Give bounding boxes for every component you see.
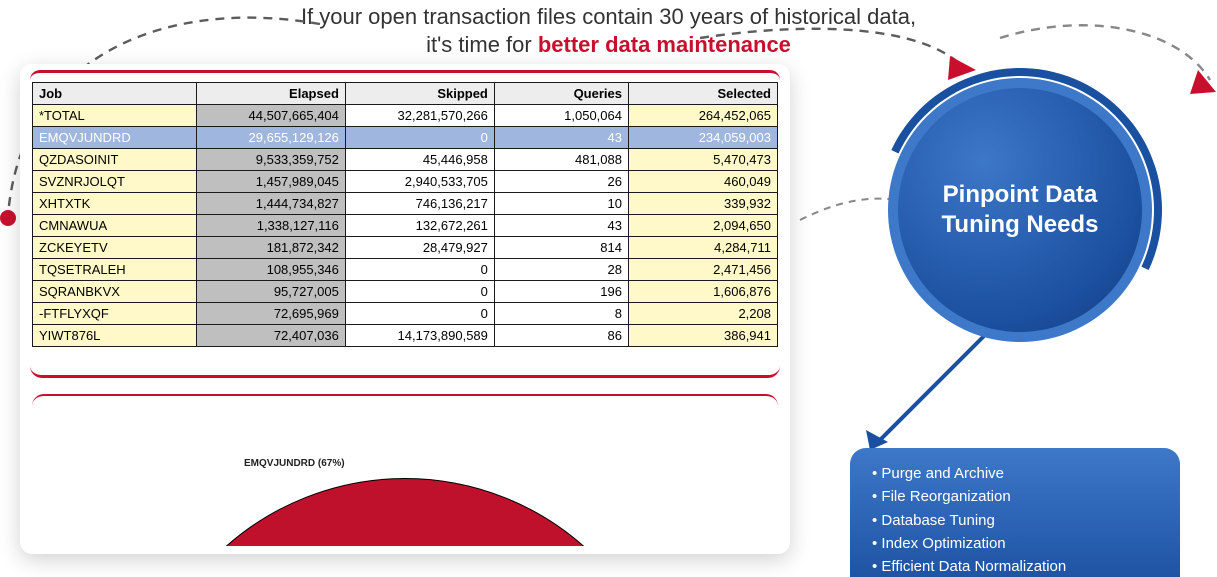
cell-job: CMNAWUA (33, 215, 197, 237)
list-item: Database Tuning (872, 509, 1158, 532)
col-job: Job (33, 83, 197, 105)
table-row[interactable]: -FTFLYXQF72,695,969082,208 (33, 303, 778, 325)
cell-queries: 43 (494, 127, 628, 149)
col-selected: Selected (628, 83, 777, 105)
cell-skipped: 32,281,570,266 (345, 105, 494, 127)
cell-job: -FTFLYXQF (33, 303, 197, 325)
table-row[interactable]: *TOTAL44,507,665,40432,281,570,2661,050,… (33, 105, 778, 127)
table-header-row: Job Elapsed Skipped Queries Selected (33, 83, 778, 105)
cell-elapsed: 1,338,127,116 (196, 215, 345, 237)
cell-selected: 2,208 (628, 303, 777, 325)
cell-skipped: 132,672,261 (345, 215, 494, 237)
cell-job: EMQVJUNDRD (33, 127, 197, 149)
cell-queries: 86 (494, 325, 628, 347)
cell-selected: 2,094,650 (628, 215, 777, 237)
table-row[interactable]: SQRANBKVX95,727,00501961,606,876 (33, 281, 778, 303)
table-row[interactable]: TQSETRALEH108,955,3460282,471,456 (33, 259, 778, 281)
cell-selected: 4,284,711 (628, 237, 777, 259)
cell-job: SQRANBKVX (33, 281, 197, 303)
card-accent-mid (30, 364, 780, 378)
cell-queries: 43 (494, 215, 628, 237)
data-card: Job Elapsed Skipped Queries Selected *TO… (20, 64, 790, 554)
cell-elapsed: 1,457,989,045 (196, 171, 345, 193)
cell-selected: 264,452,065 (628, 105, 777, 127)
job-table-wrap: Job Elapsed Skipped Queries Selected *TO… (32, 82, 778, 347)
cell-queries: 1,050,064 (494, 105, 628, 127)
cell-queries: 8 (494, 303, 628, 325)
cell-queries: 26 (494, 171, 628, 193)
disc-inner: Pinpoint Data Tuning Needs (898, 88, 1142, 332)
table-row[interactable]: EMQVJUNDRD29,655,129,126043234,059,003 (33, 127, 778, 149)
headline-line2: it's time for better data maintenance (0, 32, 1217, 58)
list-item: Index Optimization (872, 532, 1158, 555)
cell-skipped: 0 (345, 259, 494, 281)
disc-title-line1: Pinpoint Data (943, 181, 1098, 208)
col-skipped: Skipped (345, 83, 494, 105)
cell-selected: 386,941 (628, 325, 777, 347)
cell-queries: 10 (494, 193, 628, 215)
cell-selected: 339,932 (628, 193, 777, 215)
cell-elapsed: 181,872,342 (196, 237, 345, 259)
cell-skipped: 746,136,217 (345, 193, 494, 215)
headline-line2-prefix: it's time for (426, 32, 538, 57)
arrow-head-icon (1190, 70, 1216, 94)
cell-job: SVZNRJOLQT (33, 171, 197, 193)
cell-skipped: 45,446,958 (345, 149, 494, 171)
card-accent-top (30, 70, 780, 80)
table-row[interactable]: ZCKEYETV181,872,34228,479,9278144,284,71… (33, 237, 778, 259)
job-table: Job Elapsed Skipped Queries Selected *TO… (32, 82, 778, 347)
cell-selected: 234,059,003 (628, 127, 777, 149)
cell-skipped: 2,940,533,705 (345, 171, 494, 193)
cell-job: QZDASOINIT (33, 149, 197, 171)
cell-job: *TOTAL (33, 105, 197, 127)
cell-queries: 481,088 (494, 149, 628, 171)
pie-chart: EMQVJUNDRD (67%) (32, 394, 778, 546)
headline-line2-em: better data maintenance (538, 32, 791, 57)
table-row[interactable]: XHTXTK1,444,734,827746,136,21710339,932 (33, 193, 778, 215)
decor-dot (0, 210, 16, 226)
disc-title: Pinpoint Data Tuning Needs (922, 180, 1119, 240)
cell-elapsed: 72,695,969 (196, 303, 345, 325)
col-queries: Queries (494, 83, 628, 105)
cell-selected: 1,606,876 (628, 281, 777, 303)
list-item: Purge and Archive (872, 462, 1158, 485)
pie-slice (135, 478, 675, 546)
cell-queries: 196 (494, 281, 628, 303)
list-item: File Reorganization (872, 485, 1158, 508)
cell-selected: 5,470,473 (628, 149, 777, 171)
disc-title-line2: Tuning Needs (942, 211, 1099, 238)
cell-selected: 2,471,456 (628, 259, 777, 281)
cell-skipped: 0 (345, 303, 494, 325)
cell-skipped: 0 (345, 127, 494, 149)
cell-elapsed: 72,407,036 (196, 325, 345, 347)
cell-queries: 814 (494, 237, 628, 259)
cell-job: XHTXTK (33, 193, 197, 215)
cell-selected: 460,049 (628, 171, 777, 193)
cell-elapsed: 108,955,346 (196, 259, 345, 281)
table-row[interactable]: SVZNRJOLQT1,457,989,0452,940,533,7052646… (33, 171, 778, 193)
cell-job: ZCKEYETV (33, 237, 197, 259)
cell-elapsed: 1,444,734,827 (196, 193, 345, 215)
cell-job: TQSETRALEH (33, 259, 197, 281)
tuning-needs-list: Purge and ArchiveFile ReorganizationData… (850, 448, 1180, 577)
table-row[interactable]: QZDASOINIT9,533,359,75245,446,958481,088… (33, 149, 778, 171)
callout-disc: Pinpoint Data Tuning Needs (890, 80, 1150, 340)
cell-elapsed: 44,507,665,404 (196, 105, 345, 127)
cell-skipped: 14,173,890,589 (345, 325, 494, 347)
headline-line1: If your open transaction files contain 3… (0, 4, 1217, 30)
cell-job: YIWT876L (33, 325, 197, 347)
col-elapsed: Elapsed (196, 83, 345, 105)
list-item: Efficient Data Normalization (872, 555, 1158, 577)
cell-skipped: 28,479,927 (345, 237, 494, 259)
cell-elapsed: 9,533,359,752 (196, 149, 345, 171)
table-row[interactable]: CMNAWUA1,338,127,116132,672,261432,094,6… (33, 215, 778, 237)
cell-elapsed: 95,727,005 (196, 281, 345, 303)
headline: If your open transaction files contain 3… (0, 4, 1217, 58)
cell-skipped: 0 (345, 281, 494, 303)
table-row[interactable]: YIWT876L72,407,03614,173,890,58986386,94… (33, 325, 778, 347)
cell-elapsed: 29,655,129,126 (196, 127, 345, 149)
arrow-head-icon (866, 430, 888, 450)
cell-queries: 28 (494, 259, 628, 281)
pie-slice-label: EMQVJUNDRD (67%) (244, 458, 345, 469)
